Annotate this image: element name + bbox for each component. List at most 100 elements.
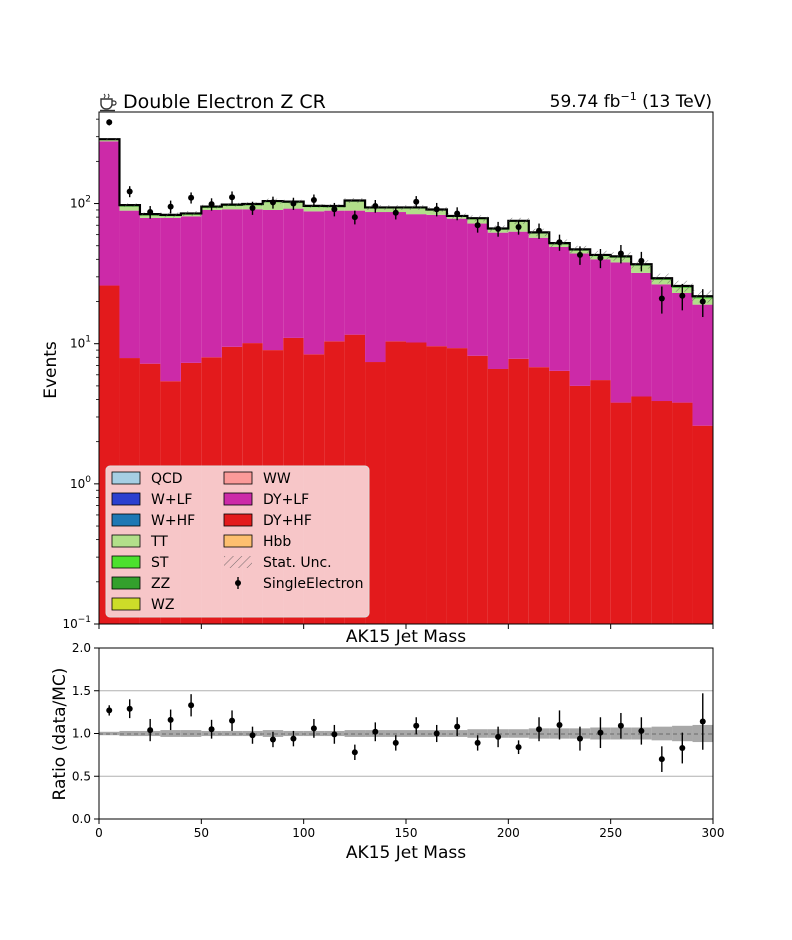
legend-label-zz: ZZ <box>151 576 170 592</box>
legend: QCDW+LFW+HFTTSTZZWZWWDY+LFDY+HFHbbStat. … <box>106 466 369 617</box>
legend-label-stat-unc-: Stat. Unc. <box>263 555 332 571</box>
data-point-24 <box>597 255 603 261</box>
ratio-point-1 <box>127 706 133 712</box>
ratio-point-21 <box>536 726 542 732</box>
ratio-y-tick-label-4: 2.0 <box>72 641 91 655</box>
ratio-point-9 <box>290 736 296 742</box>
legend-label-qcd: QCD <box>151 471 183 487</box>
legend-label-wz: WZ <box>151 597 174 613</box>
data-point-11 <box>331 206 337 212</box>
data-point-27 <box>659 296 665 302</box>
legend-swatch-qcd <box>112 472 140 484</box>
legend-swatch-hbb <box>224 535 252 547</box>
bar-dy-lf-10 <box>304 211 324 354</box>
bar-dy-lf-4 <box>181 216 201 362</box>
data-point-15 <box>413 199 419 205</box>
y-tick-label-1: 100 <box>70 475 91 491</box>
legend-label-dy-hf: DY+HF <box>263 513 312 529</box>
bar-dy-hf-21 <box>529 367 549 624</box>
ratio-point-15 <box>413 723 419 729</box>
data-point-26 <box>638 258 644 264</box>
ratio-point-12 <box>352 749 358 755</box>
ratio-y-axis: 0.00.51.01.52.0 <box>72 641 99 826</box>
legend-swatch-tt <box>112 535 140 547</box>
ratio-point-28 <box>679 745 685 751</box>
coffee-icon <box>100 94 116 111</box>
bar-dy-hf-28 <box>672 403 692 624</box>
ratio-point-13 <box>372 729 378 735</box>
stat-unc-4 <box>181 211 201 216</box>
stat-unc-0 <box>99 138 119 140</box>
bar-dy-hf-15 <box>406 342 426 624</box>
data-point-20 <box>516 224 522 230</box>
stat-unc-1 <box>119 203 139 207</box>
bar-dy-hf-20 <box>508 359 528 624</box>
y-tick-label-2: 101 <box>70 335 91 351</box>
bar-dy-hf-14 <box>386 341 406 624</box>
ratio-point-24 <box>597 730 603 736</box>
ratio-unc-6 <box>222 731 242 736</box>
ratio-unc-1 <box>119 731 139 736</box>
bar-dy-lf-29 <box>693 305 713 426</box>
data-point-5 <box>209 201 215 207</box>
bar-dy-lf-24 <box>590 259 610 380</box>
lumi-label: 59.74 fb−1 (13 TeV) <box>550 90 712 112</box>
ratio-point-27 <box>659 756 665 762</box>
ratio-point-0 <box>106 707 112 713</box>
x-tick-label-1: 50 <box>194 826 209 840</box>
legend-swatch-wz <box>112 598 140 610</box>
bar-dy-lf-9 <box>283 209 303 338</box>
bar-tt-1 <box>119 207 139 211</box>
bar-dy-hf-27 <box>652 401 672 624</box>
ratio-x-axis-label: AK15 Jet Mass <box>346 843 466 863</box>
bar-dy-lf-18 <box>467 224 487 356</box>
bar-dy-lf-8 <box>263 210 283 350</box>
ratio-point-23 <box>577 736 583 742</box>
ratio-point-19 <box>495 734 501 740</box>
bar-dy-lf-22 <box>549 247 569 371</box>
legend-swatch-zz <box>112 577 140 589</box>
ratio-point-22 <box>557 722 563 728</box>
legend-label-st: ST <box>151 555 169 571</box>
bar-dy-lf-0 <box>99 141 119 285</box>
bar-tt-12 <box>345 202 365 211</box>
legend-swatch-w-lf <box>112 493 140 505</box>
data-point-6 <box>229 194 235 200</box>
ratio-point-26 <box>638 728 644 734</box>
legend-label-hbb: Hbb <box>263 534 291 550</box>
x-tick-label-4: 200 <box>497 826 520 840</box>
data-point-22 <box>557 239 563 245</box>
bar-dy-hf-19 <box>488 369 508 624</box>
ratio-point-8 <box>270 736 276 742</box>
x-tick-label-2: 100 <box>292 826 315 840</box>
bar-dy-lf-1 <box>119 211 139 358</box>
data-point-3 <box>168 204 174 210</box>
bar-dy-hf-23 <box>570 386 590 624</box>
data-point-25 <box>618 251 624 257</box>
bar-dy-lf-21 <box>529 238 549 367</box>
data-point-29 <box>700 299 706 305</box>
data-point-28 <box>679 293 685 299</box>
y-tick-label-3: 102 <box>70 195 91 211</box>
ratio-unc-0 <box>99 732 119 735</box>
legend-swatch-singleelectron <box>235 580 241 586</box>
ratio-y-axis-label: Ratio (data/MC) <box>50 668 70 801</box>
data-point-13 <box>372 203 378 209</box>
x-tick-label-6: 300 <box>702 826 725 840</box>
ratio-point-14 <box>393 740 399 746</box>
ratio-point-7 <box>250 732 256 738</box>
legend-swatch-ww <box>224 472 252 484</box>
bar-dy-lf-15 <box>406 214 426 342</box>
legend-label-w-hf: W+HF <box>151 513 195 529</box>
data-point-4 <box>188 195 194 201</box>
bar-dy-lf-19 <box>488 233 508 369</box>
data-point-14 <box>393 210 399 216</box>
data-point-2 <box>147 209 153 215</box>
bar-dy-hf-17 <box>447 348 467 624</box>
bar-dy-lf-13 <box>365 212 385 362</box>
data-point-17 <box>454 210 460 216</box>
bar-dy-hf-26 <box>631 397 651 624</box>
